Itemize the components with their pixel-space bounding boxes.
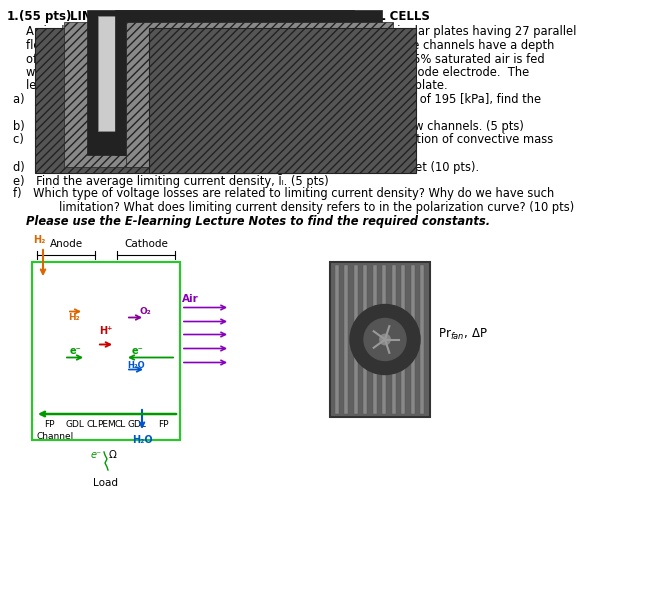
Bar [115, 10, 382, 155]
Text: f) Which type of voltage losses are related to limiting current density? Why do : f) Which type of voltage losses are rela… [13, 188, 554, 201]
Text: H⁺: H⁺ [99, 326, 112, 335]
Bar [126, 22, 393, 167]
Bar [392, 265, 396, 414]
Bar [330, 262, 430, 417]
Text: air velocity at the flow channels of the bipolar plate. (5 pts): air velocity at the flow channels of the… [13, 107, 403, 119]
Bar [411, 265, 415, 414]
Text: transfer,: transfer, [13, 147, 110, 160]
Text: iₗ (x). (20 pts): iₗ (x). (20 pts) [64, 147, 141, 160]
Bar [334, 265, 339, 414]
Bar [363, 265, 367, 414]
Text: GDL: GDL [128, 420, 147, 429]
Text: Channel: Channel [36, 432, 74, 441]
Text: Please use the E-learning Lecture Notes to find the required constants.: Please use the E-learning Lecture Notes … [26, 215, 490, 227]
Text: b) Determine the Reynolds number and the regime of the flow at flow channels. (5: b) Determine the Reynolds number and the… [13, 120, 524, 133]
Text: A single fuel cell unit operating at 70 [°C] and 1.75 [atm] uses bipolar plates : A single fuel cell unit operating at 70 … [26, 25, 577, 39]
Text: e⁻: e⁻ [91, 450, 102, 460]
Bar [383, 265, 386, 414]
Text: H₂O: H₂O [127, 362, 145, 370]
Text: flow channels to distribute the oxidant to the electrode surface. The channels h: flow channels to distribute the oxidant … [26, 39, 555, 52]
Text: O₂: O₂ [139, 308, 151, 317]
Circle shape [364, 318, 406, 361]
Bar [35, 28, 302, 173]
Bar [98, 16, 380, 131]
Bar [373, 265, 377, 414]
Text: Air: Air [182, 294, 199, 305]
Text: e) Find the average limiting current density, Īₗ. (5 pts): e) Find the average limiting current den… [13, 174, 328, 188]
Bar [354, 265, 358, 414]
Text: e⁻: e⁻ [131, 347, 143, 356]
Bar [64, 22, 331, 167]
Text: H₂: H₂ [33, 235, 45, 245]
Bar [421, 265, 424, 414]
Text: 1.: 1. [7, 10, 20, 23]
Text: a) If the air blowing fan has power of 58 [W] and pressure difference of 195 [kP: a) If the air blowing fan has power of 5… [13, 93, 541, 106]
Circle shape [350, 305, 420, 374]
Text: GDL: GDL [66, 420, 84, 429]
Bar [345, 265, 348, 414]
Text: H₂O: H₂O [132, 435, 153, 445]
Bar [149, 28, 416, 173]
Text: c) Determine the distribution of the current density due to the limitation of co: c) Determine the distribution of the cur… [13, 133, 553, 147]
Text: (55 pts): (55 pts) [19, 10, 72, 23]
Text: CL: CL [114, 420, 126, 429]
Circle shape [380, 334, 390, 345]
Text: Load: Load [94, 478, 118, 488]
Text: CL: CL [86, 420, 98, 429]
Text: Pr$_{fan}$, ΔP: Pr$_{fan}$, ΔP [438, 327, 488, 342]
Text: limitation? What does limiting current density refers to in the polarization cur: limitation? What does limiting current d… [13, 201, 574, 214]
Text: FP: FP [43, 420, 54, 429]
Bar [87, 10, 354, 155]
Bar [401, 265, 405, 414]
Text: d) Find the limiting current density at the flow channel inlet and outlet (10 pt: d) Find the limiting current density at … [13, 160, 479, 174]
Bar [32, 262, 180, 440]
Text: Cathode: Cathode [124, 239, 168, 249]
Text: Ω: Ω [109, 450, 117, 460]
Text: LIMITING CURRENT DENSITY ANALYSES IN FUEL CELLS: LIMITING CURRENT DENSITY ANALYSES IN FUE… [70, 10, 430, 23]
Text: with the aid of a fan to the channel walls for distribution to the cathode elect: with the aid of a fan to the channel wal… [26, 66, 529, 79]
Text: PEM: PEM [96, 420, 115, 429]
Text: of 1.50 [mm], width of 1 [mm] with a distance of 2.5 [mm] apart. 65% saturated a: of 1.50 [mm], width of 1 [mm] with a dis… [26, 52, 545, 66]
Text: H₂: H₂ [68, 312, 80, 321]
Text: FP: FP [158, 420, 168, 429]
Text: length of a single channel is 2.75 [cm] for the cathode side bipolar plate.: length of a single channel is 2.75 [cm] … [26, 80, 448, 92]
Text: e⁻: e⁻ [69, 347, 81, 356]
Text: Anode: Anode [50, 239, 82, 249]
